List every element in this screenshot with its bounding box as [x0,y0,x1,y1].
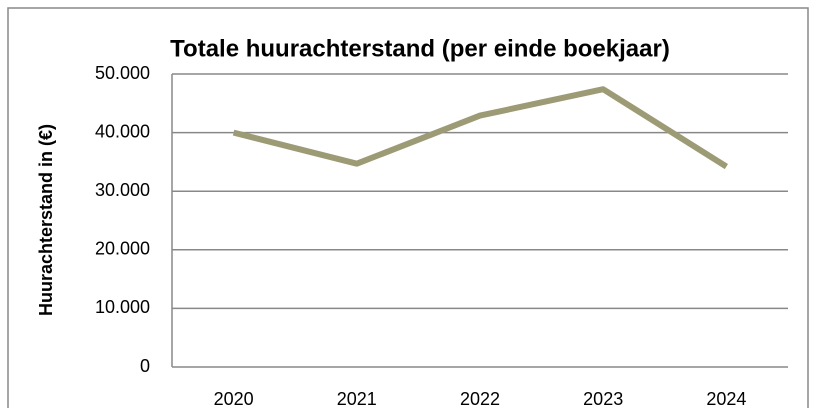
y-tick-label: 50.000 [95,63,150,83]
chart-frame [7,7,809,408]
y-tick-label: 40.000 [95,121,150,141]
x-tick-label: 2020 [214,389,254,408]
y-tick-label: 10.000 [95,297,150,317]
chart-title: Totale huurachterstand (per einde boekja… [170,35,670,62]
x-tick-label: 2022 [460,389,500,408]
y-tick-label: 30.000 [95,180,150,200]
data-line [232,86,728,170]
x-tick-label: 2023 [583,389,623,408]
y-tick-label: 0 [140,356,150,376]
y-tick-label: 20.000 [95,239,150,259]
x-tick-label: 2021 [337,389,377,408]
y-axis-label: Huurachterstand in (€) [36,124,56,316]
x-tick-label: 2024 [706,389,746,408]
